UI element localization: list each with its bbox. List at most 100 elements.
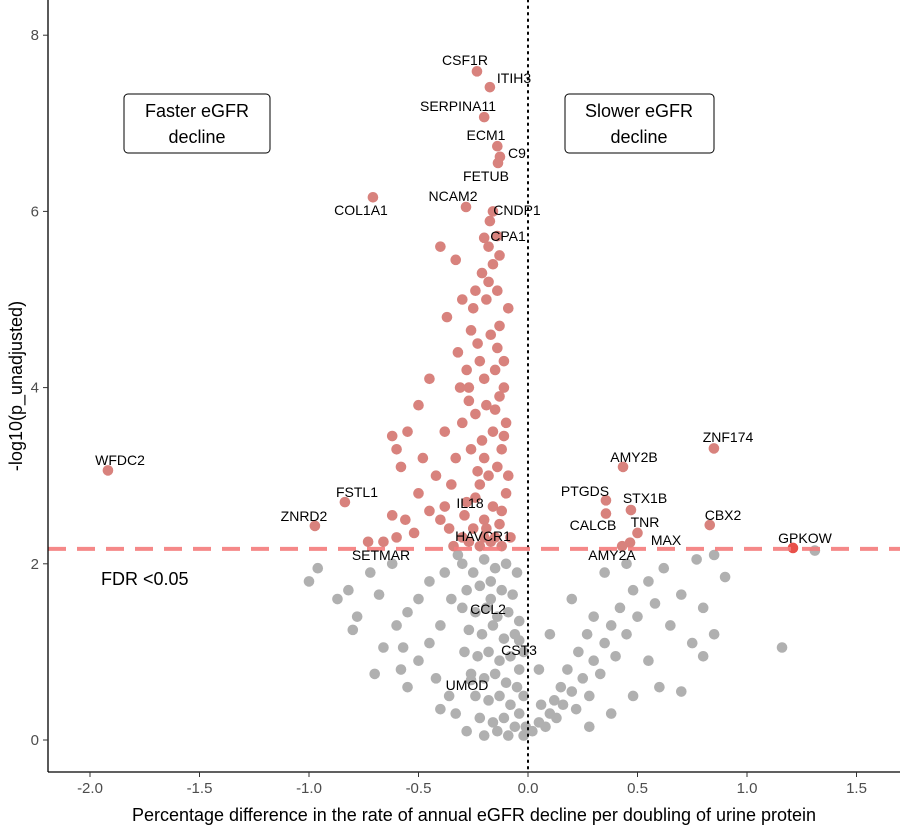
data-point-significant [472, 465, 483, 477]
data-point-nonsignificant [424, 576, 435, 587]
data-point-nonsignificant [373, 589, 385, 600]
data-point-significant [424, 373, 435, 385]
data-point-significant [467, 303, 479, 314]
data-point-nonsignificant [505, 699, 516, 711]
data-point-nonsignificant [599, 637, 610, 649]
annotation-slower-line1: Slower eGFR [585, 101, 693, 121]
data-point-nonsignificant [402, 606, 413, 618]
data-point-significant [454, 382, 466, 393]
gene-label-c9: C9 [508, 145, 526, 161]
x-tick-label: -2.0 [77, 780, 103, 797]
y-axis-title: -log10(p_unadjusted) [6, 301, 27, 471]
data-point-serpina11 [478, 111, 490, 123]
gene-label-wfdc2: WFDC2 [95, 452, 145, 468]
gene-label-ccl2: CCL2 [470, 601, 506, 617]
data-point-significant [463, 395, 475, 407]
data-point-nonsignificant [588, 611, 599, 622]
data-point-nonsignificant [500, 558, 512, 570]
data-point-fetub [492, 157, 504, 169]
data-point-significant [474, 355, 486, 367]
data-point-significant [413, 399, 424, 411]
data-point-nonsignificant [581, 628, 593, 640]
data-point-nonsignificant [457, 558, 468, 570]
data-point-significant [461, 496, 472, 508]
data-point-nonsignificant [505, 651, 516, 662]
gene-label-col1a1: COL1A1 [334, 202, 388, 218]
data-point-significant [446, 479, 457, 490]
data-point-nonsignificant [518, 646, 529, 658]
y-axis-ticks: 0 2 4 6 8 [31, 27, 48, 749]
data-point-significant [467, 523, 479, 534]
data-point-nonsignificant [605, 708, 617, 719]
data-point-significant [408, 527, 420, 539]
data-point-nonsignificant [507, 589, 518, 600]
data-point-nonsignificant [643, 576, 654, 587]
data-point-significant [487, 258, 499, 270]
gene-label-cndp1: CNDP1 [493, 202, 541, 218]
data-point-fstl1 [339, 496, 351, 508]
data-point-significant [478, 373, 490, 385]
data-point-nonsignificant [494, 690, 505, 702]
x-tick-label: -1.0 [296, 780, 322, 797]
data-point-significant [502, 470, 514, 482]
data-point-nonsignificant [430, 673, 442, 684]
y-tick-label: 2 [31, 556, 39, 573]
data-point-cndp1 [484, 215, 496, 227]
data-point-nonsignificant [594, 668, 606, 680]
gene-label-gpkow: GPKOW [778, 530, 832, 546]
data-point-significant [487, 501, 499, 512]
data-point-nonsignificant [481, 602, 492, 614]
data-point-cbx2 [704, 519, 716, 531]
x-tick-label: 0.0 [518, 780, 539, 797]
data-point-significant [386, 430, 398, 442]
data-point-significant [470, 285, 481, 296]
data-point-significant [424, 505, 435, 517]
data-point-nonsignificant [513, 664, 525, 675]
data-point-significant [459, 510, 470, 521]
data-point-nonsignificant [535, 699, 547, 711]
data-point-significant [391, 532, 402, 543]
data-point-cst3 [513, 635, 525, 646]
annotation-faster: Faster eGFR decline [123, 93, 271, 154]
data-point-nonsignificant [588, 655, 599, 667]
data-point-nonsignificant [369, 668, 381, 680]
data-point-nonsignificant [527, 725, 538, 737]
data-point-significant [481, 294, 492, 305]
data-point-significant [496, 443, 508, 455]
data-point-significant [441, 311, 453, 323]
data-point-nonsignificant [478, 554, 490, 565]
data-point-significant [487, 206, 499, 217]
data-point-nonsignificant [378, 642, 389, 653]
data-point-significant [492, 342, 503, 354]
data-point-nonsignificant [627, 584, 639, 596]
data-point-significant [474, 479, 486, 490]
y-tick-label: 8 [31, 27, 39, 44]
data-point-nonsignificant [500, 677, 512, 689]
data-point-significant [400, 514, 411, 526]
data-point-nonsignificant [343, 584, 354, 596]
data-point-nonsignificant [461, 725, 472, 737]
data-point-nonsignificant [467, 567, 479, 578]
data-point-nonsignificant [654, 681, 665, 693]
data-point-il18 [439, 501, 451, 512]
data-point-significant [413, 488, 424, 499]
data-point-nonsignificant [562, 664, 573, 675]
data-point-nonsignificant [511, 567, 523, 578]
data-point-nonsignificant [347, 624, 359, 636]
gene-label-cpa1: CPA1 [490, 228, 526, 244]
annotation-slower-line2: decline [610, 127, 667, 147]
data-point-nonsignificant [513, 708, 525, 719]
data-point-nonsignificant [478, 730, 490, 741]
data-point-wfdc2 [102, 465, 114, 476]
data-point-nonsignificant [627, 690, 639, 702]
data-point-significant [465, 325, 477, 336]
data-point-nonsignificant [570, 703, 582, 715]
gene-label-il18: IL18 [456, 495, 483, 511]
data-point-nonsignificant [676, 686, 687, 697]
data-point-significant [478, 452, 490, 464]
data-point-nonsignificant [452, 549, 464, 561]
data-point-nonsignificant [584, 721, 595, 733]
